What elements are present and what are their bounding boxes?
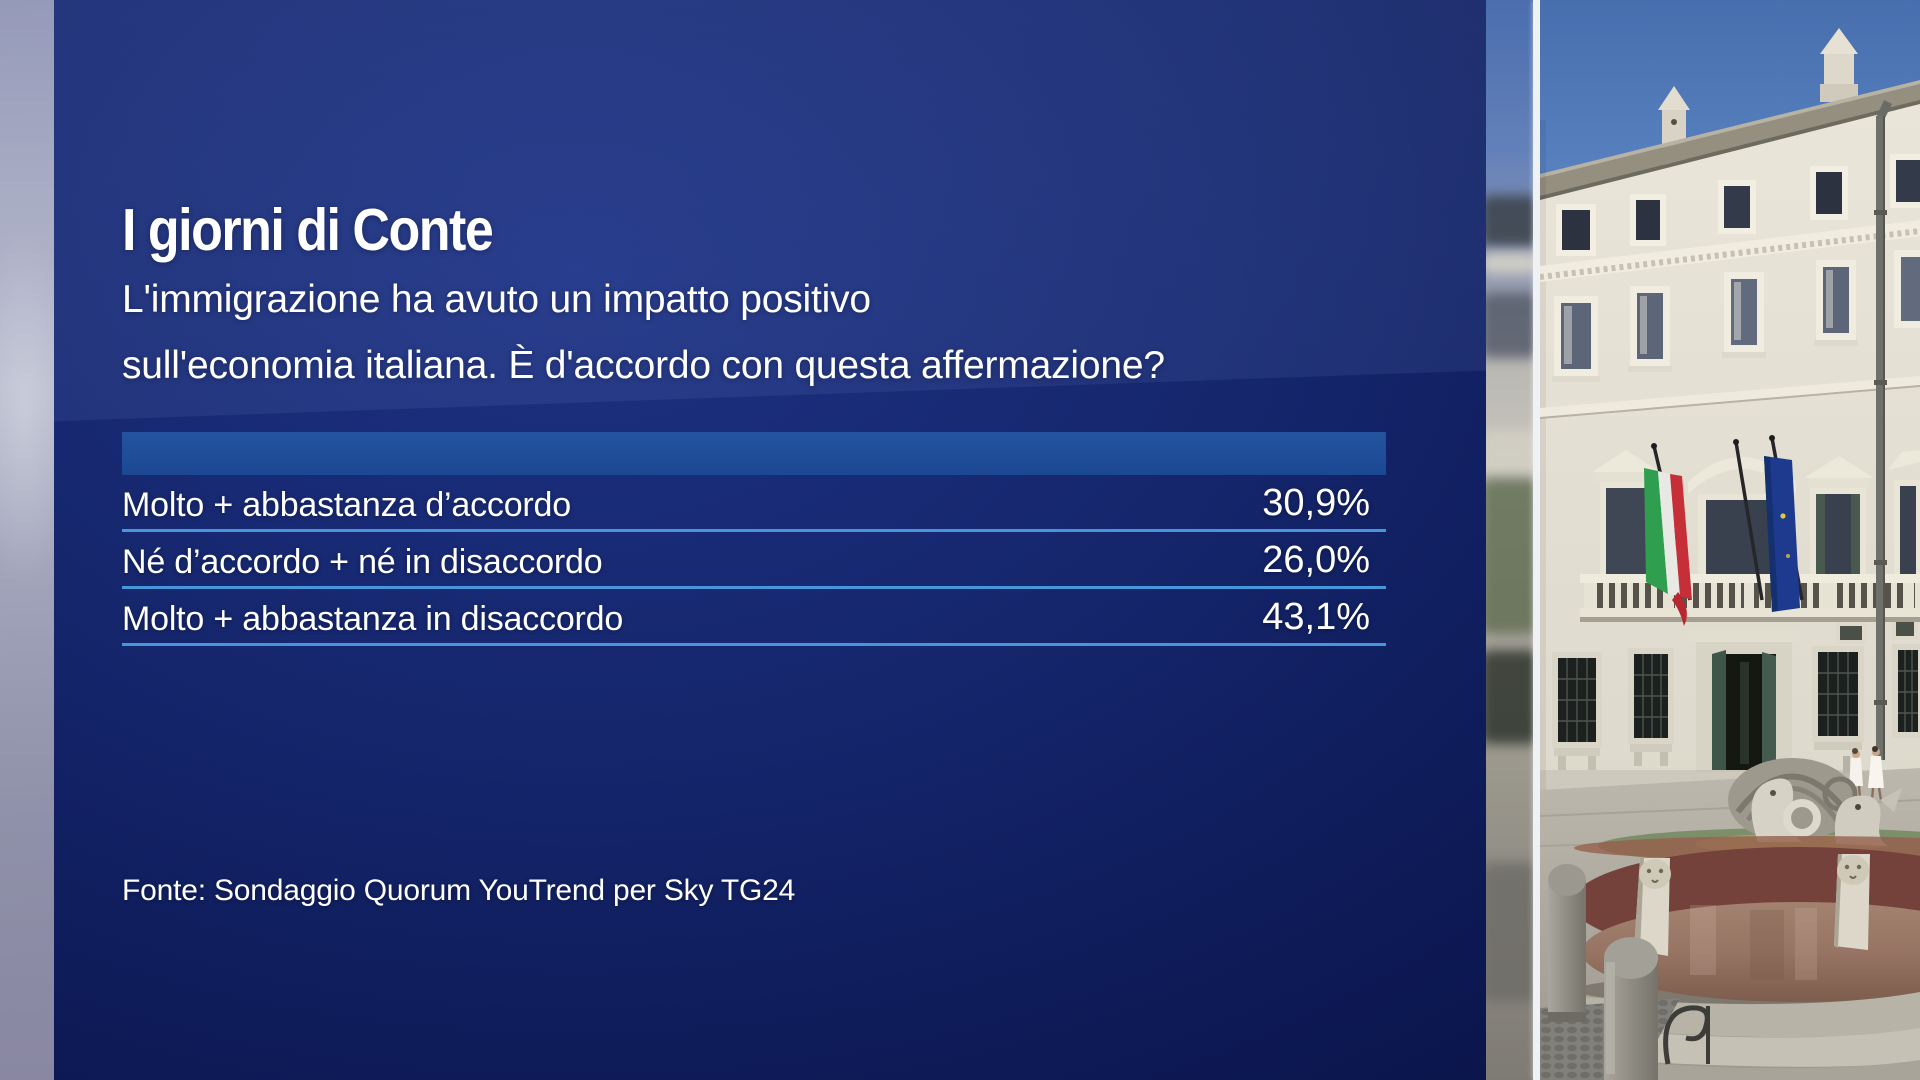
photo-blur-edge [1486,0,1534,1080]
answer-value: 30,9% [1262,482,1370,524]
table-header-bar [122,432,1386,475]
blur-blob [1486,862,1534,1002]
attic-windows [1556,154,1920,256]
eu-flag [1764,435,1804,612]
blur-blob [1486,252,1534,274]
page-title: I giorni di Conte [122,197,494,264]
fountain-sculpture [1728,758,1902,846]
blur-blob [1486,650,1534,744]
fountain-lion-spout [1834,854,1870,950]
downpipe [1874,100,1892,760]
answer-label: Né d’accordo + né in disaccordo [122,543,603,581]
bollards [1548,864,1658,1080]
source-caption: Fonte: Sondaggio Quorum YouTrend per Sky… [122,874,796,907]
blur-blob [1486,430,1534,476]
answer-label: Molto + abbastanza d’accordo [122,486,571,524]
left-video-blur-strip [0,0,54,1080]
question-line-2: sull'economia italiana. È d'accordo con … [122,344,1165,387]
table-row: Né d’accordo + né in disaccordo 26,0% [122,532,1386,589]
photo-divider-line [1533,0,1540,1080]
answer-value: 43,1% [1262,596,1370,638]
results-table: Molto + abbastanza d’accordo 30,9% Né d’… [122,432,1386,646]
blur-blob [1486,292,1534,358]
second-floor-windows [1552,250,1920,382]
answer-value: 26,0% [1262,539,1370,581]
bare-flagpole [1734,441,1764,601]
fountain-lion-spout [1634,858,1671,956]
blur-blob [1486,195,1534,247]
barred-windows [1552,644,1920,770]
balcony-balustrade [1580,574,1920,622]
blur-blob [1486,478,1534,634]
question-line-1: L'immigrazione ha avuto un impatto posit… [122,278,871,321]
italian-flag [1644,443,1692,626]
pedestrians [1843,746,1884,801]
answer-label: Molto + abbastanza in disaccordo [122,600,624,638]
flags [1644,435,1804,626]
entrance-door [1688,630,1800,772]
table-row: Molto + abbastanza in disaccordo 43,1% [122,589,1386,646]
iron-railing [1663,1005,1710,1065]
poll-question: L'immigrazione ha avuto un impatto posit… [122,267,1165,399]
table-row: Molto + abbastanza d’accordo 30,9% [122,475,1386,532]
palazzo-chigi-photo [1540,0,1920,1080]
